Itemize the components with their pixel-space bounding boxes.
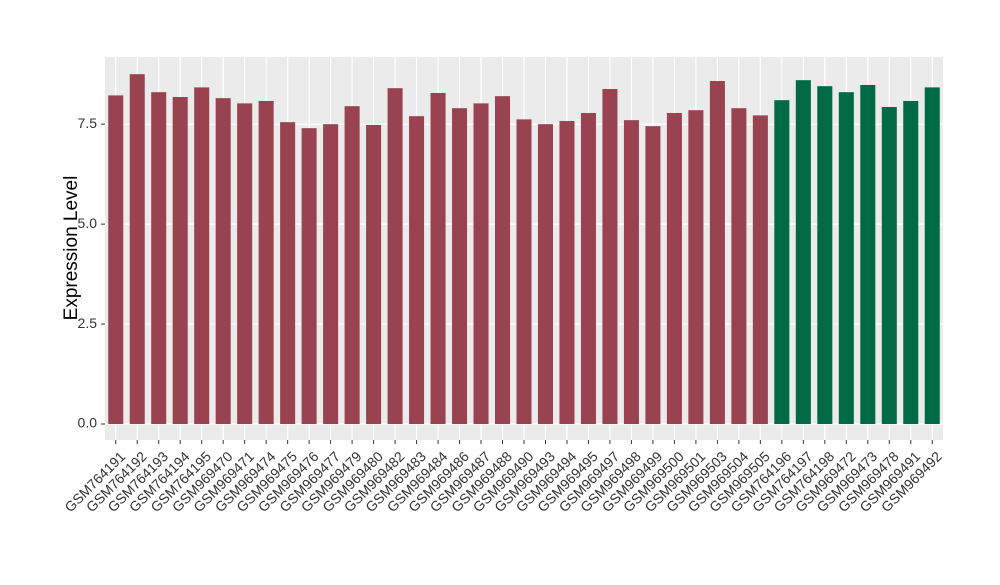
bar: [537, 124, 554, 425]
bar: [645, 126, 661, 425]
bar: [215, 98, 231, 425]
bar: [602, 88, 618, 425]
bar: [387, 88, 403, 425]
bar: [430, 92, 446, 425]
y-tick-label: 0.0: [78, 415, 98, 431]
bar: [516, 119, 532, 425]
bar: [731, 108, 747, 425]
bar: [688, 110, 704, 425]
bar: [129, 74, 145, 425]
bar: [774, 100, 790, 425]
bar: [881, 106, 897, 425]
bar: [860, 84, 876, 425]
y-axis-title: Expression Level: [61, 176, 82, 321]
bar: [494, 96, 511, 425]
bar: [258, 100, 274, 425]
y-tick-label: 5.0: [78, 215, 98, 231]
bar: [924, 87, 940, 425]
bar: [580, 112, 596, 425]
bar: [108, 95, 124, 425]
bar: [817, 86, 833, 425]
bar: [752, 115, 768, 425]
bar: [237, 103, 253, 425]
bar: [409, 116, 425, 425]
bar: [452, 108, 468, 425]
bar: [666, 112, 682, 425]
bar: [903, 100, 919, 425]
bar: [473, 103, 489, 425]
bar: [559, 120, 575, 425]
bar: [194, 87, 210, 425]
bar: [344, 106, 360, 425]
bar: [151, 92, 167, 425]
bar: [838, 92, 854, 425]
y-tick-label: 7.5: [78, 115, 98, 131]
bar: [280, 122, 296, 425]
bar: [709, 80, 725, 425]
bar: [366, 124, 382, 425]
bar: [172, 96, 188, 425]
y-tick-label: 2.5: [78, 315, 98, 331]
bar: [623, 120, 639, 425]
bar: [795, 80, 811, 425]
bar: [323, 124, 339, 425]
bar: [301, 128, 317, 425]
